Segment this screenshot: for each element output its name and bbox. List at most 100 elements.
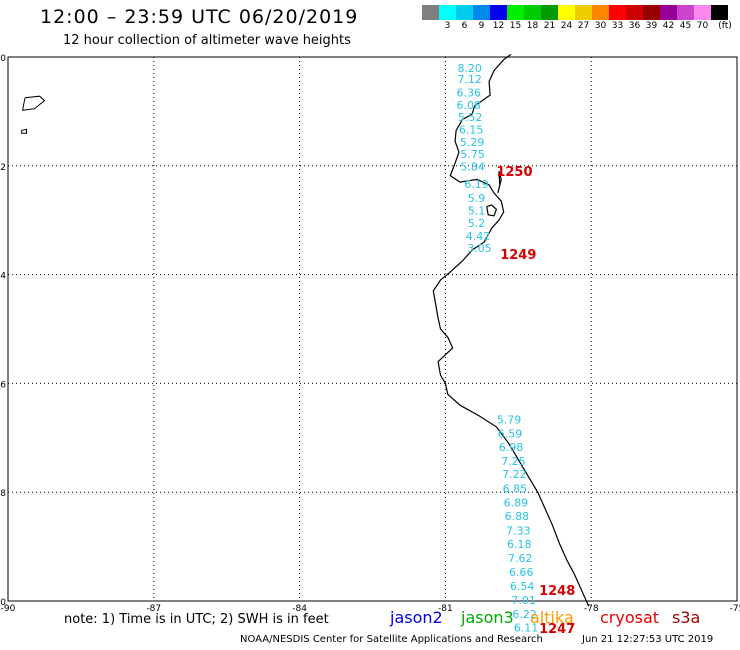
legend-label: 27 xyxy=(577,21,590,31)
wave-height-label: 4.42 xyxy=(466,230,491,243)
wave-height-label: 6.59 xyxy=(498,427,523,440)
x-tick-label: -87 xyxy=(146,604,161,614)
x-tick-label: -75 xyxy=(730,604,740,614)
grid-lines xyxy=(8,57,737,601)
pass-time-label: 1249 xyxy=(500,248,536,263)
wave-height-label: 6.85 xyxy=(503,482,528,495)
wave-height-label: 5.29 xyxy=(460,136,485,149)
generated-timestamp: Jun 21 12:27:53 UTC 2019 xyxy=(582,634,714,645)
legend-swatch xyxy=(643,5,660,20)
legend-swatch xyxy=(422,5,439,20)
satellite-jason2: jason2 xyxy=(390,608,443,627)
wave-height-label: 7.62 xyxy=(508,552,533,565)
wave-height-label: 7.25 xyxy=(501,455,526,468)
legend-label: 24 xyxy=(560,21,573,31)
y-tick-label: -4 xyxy=(0,272,6,282)
galapagos-island-outline xyxy=(21,95,46,111)
pass-time-label: 1250 xyxy=(496,165,532,180)
legend-swatch xyxy=(507,5,524,20)
legend-swatch xyxy=(541,5,558,20)
wave-height-label: 5.2 xyxy=(468,217,486,230)
legend-label: 15 xyxy=(509,21,522,31)
legend-label: 42 xyxy=(662,21,675,31)
map-subtitle: 12 hour collection of altimeter wave hei… xyxy=(63,33,351,48)
pass-time-labels: 1250 1249 1248 1247 xyxy=(496,165,575,637)
satellite-jason3: jason3 xyxy=(461,608,514,627)
wave-height-label: 5.79 xyxy=(497,413,522,426)
wave-height-label: 6.98 xyxy=(499,441,524,454)
legend-label: 3 xyxy=(444,21,451,31)
legend-label: 70 xyxy=(696,21,709,31)
x-tick-label: -90 xyxy=(1,604,16,614)
legend-swatch xyxy=(558,5,575,20)
y-tick-label: 0 xyxy=(0,54,6,64)
legend-swatch xyxy=(575,5,592,20)
wave-height-label: 6.54 xyxy=(510,580,535,593)
wave-height-label: 5.52 xyxy=(458,111,483,124)
coastline xyxy=(21,53,590,607)
y-tick-label: -8 xyxy=(0,489,6,499)
wave-height-label: 6.66 xyxy=(509,566,534,579)
legend-label: 45 xyxy=(679,21,692,31)
wave-height-label: 6.36 xyxy=(456,86,481,99)
wave-height-labels: 8.207.126.366.085.526.155.295.755.84 6.19… xyxy=(456,62,538,635)
wave-height-label: 7.22 xyxy=(502,468,527,481)
galapagos-island-outline xyxy=(21,128,27,134)
map-frame xyxy=(7,56,738,602)
wave-height-label: 7.33 xyxy=(506,524,531,537)
legend-labels: 3 6 9 12 15 18 21 24 27 30 33 36 39 42 45 70 (ft) xyxy=(422,21,740,35)
legend-swatch xyxy=(609,5,626,20)
satellite-s3a: s3a xyxy=(672,608,701,627)
legend-label: 36 xyxy=(628,21,641,31)
map-title: 12:00 – 23:59 UTC 06/20/2019 xyxy=(40,6,359,28)
wave-height-label: 5.75 xyxy=(460,148,485,161)
legend-swatch xyxy=(660,5,677,20)
legend-swatches xyxy=(422,5,728,20)
legend-swatch xyxy=(694,5,711,20)
x-tick-label: -84 xyxy=(292,604,307,614)
wave-height-label: 6.08 xyxy=(456,99,481,112)
wave-height-label: 6.19 xyxy=(464,178,489,191)
wave-height-label: 6.89 xyxy=(504,497,529,510)
legend-swatch xyxy=(439,5,456,20)
legend-swatch xyxy=(711,5,728,20)
satellite-altika: altika xyxy=(530,608,574,627)
axis-tick-labels: -90 -87 -84 -81 -78 -75 0 -2 -4 -6 -8 -10 xyxy=(0,54,740,614)
wave-height-label: 6.18 xyxy=(507,538,532,551)
legend-swatch xyxy=(490,5,507,20)
wave-height-label: 5.84 xyxy=(460,160,485,173)
wave-height-label: 5.1 xyxy=(468,204,486,217)
satellite-cryosat: cryosat xyxy=(600,608,660,627)
legend-swatch xyxy=(592,5,609,20)
wave-height-label: 6.22 xyxy=(512,608,537,621)
wave-height-label: 5.9 xyxy=(468,192,486,205)
wave-height-label: 6.88 xyxy=(505,510,530,523)
legend-label: 6 xyxy=(461,21,468,31)
footer-note: note: 1) Time is in UTC; 2) SWH is in fe… xyxy=(64,612,329,627)
color-legend: 3 6 9 12 15 18 21 24 27 30 33 36 39 42 45 70 (ft) xyxy=(422,5,732,31)
island-outline xyxy=(486,204,498,217)
x-tick-label: -81 xyxy=(438,604,453,614)
coastline-path xyxy=(432,53,590,607)
legend-label: 18 xyxy=(526,21,539,31)
wave-height-label: 7.01 xyxy=(511,594,536,607)
credit-line: NOAA/NESDIS Center for Satellite Applica… xyxy=(240,634,543,645)
pass-time-label: 1247 xyxy=(539,622,575,637)
legend-label: 39 xyxy=(645,21,658,31)
legend-label: 21 xyxy=(543,21,556,31)
x-tick-label: -78 xyxy=(584,604,599,614)
legend-label: 12 xyxy=(492,21,505,31)
legend-swatch xyxy=(677,5,694,20)
y-tick-label: -10 xyxy=(0,598,6,608)
legend-swatch xyxy=(524,5,541,20)
wave-height-label: 7.12 xyxy=(457,73,482,86)
y-tick-label: -2 xyxy=(0,163,6,173)
wave-height-label: 8.20 xyxy=(457,62,482,75)
legend-swatch xyxy=(473,5,490,20)
legend-label: 33 xyxy=(611,21,624,31)
island-outline xyxy=(497,171,502,194)
y-tick-label: -6 xyxy=(0,380,6,390)
legend-label: 30 xyxy=(594,21,607,31)
wave-height-label: 6.11 xyxy=(514,622,539,635)
